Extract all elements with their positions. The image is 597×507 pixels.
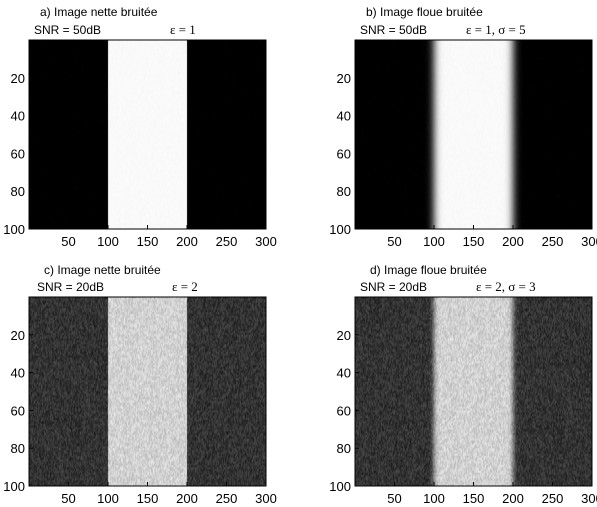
y-tick-label: 20	[11, 71, 25, 86]
snr-label: SNR = 50dB	[360, 23, 427, 37]
snr-label: SNR = 20dB	[360, 280, 427, 294]
x-tick-label: 50	[61, 234, 75, 249]
x-tick-label: 200	[502, 234, 524, 249]
y-tick-label: 80	[337, 184, 351, 199]
x-tick-label: 100	[97, 234, 119, 249]
x-tick-label: 300	[255, 234, 277, 249]
y-tick-label: 60	[337, 403, 351, 418]
parameter-label: ε = 2	[172, 279, 198, 294]
y-tick-label: 40	[337, 109, 351, 124]
panel-title: a) Image nette bruitée	[40, 5, 158, 19]
x-tick-label: 150	[137, 234, 159, 249]
image-heatmap	[355, 40, 592, 229]
panel-b: 50 100 150 200 250 300 20 40 60 80 100 b) Image flo…	[329, 5, 597, 249]
y-tick-label: 100	[3, 479, 25, 494]
y-tick-label: 60	[337, 146, 351, 161]
image-heatmap	[29, 297, 266, 486]
x-tick-label: 300	[581, 491, 597, 506]
panel-title: b) Image floue bruitée	[366, 5, 483, 19]
y-tick-label: 60	[11, 146, 25, 161]
panel-d: 50 100 150 200 250 300 20 40 60 80 100 d) Image flo…	[329, 263, 597, 506]
image-heatmap	[29, 40, 266, 229]
y-tick-label: 40	[337, 366, 351, 381]
panel-title: d) Image floue bruitée	[370, 263, 487, 277]
parameter-label: ε = 1	[170, 22, 196, 37]
snr-label: SNR = 20dB	[37, 280, 104, 294]
x-tick-label: 100	[97, 491, 119, 506]
x-tick-label: 250	[216, 234, 238, 249]
x-tick-label: 50	[61, 491, 75, 506]
snr-label: SNR = 50dB	[34, 23, 101, 37]
parameter-label: ε = 2, σ = 3	[476, 279, 536, 294]
panel-c: 50 100 150 200 250 300 20 40 60 80 100 c) Image net…	[3, 263, 277, 506]
x-tick-label: 300	[581, 234, 597, 249]
x-tick-label: 250	[216, 491, 238, 506]
y-tick-label: 20	[337, 71, 351, 86]
x-tick-label: 100	[423, 234, 445, 249]
y-tick-label: 40	[11, 366, 25, 381]
x-tick-label: 100	[423, 491, 445, 506]
panel-title: c) Image nette bruitée	[44, 263, 161, 277]
x-tick-label: 200	[502, 491, 524, 506]
image-heatmap	[355, 297, 592, 486]
y-tick-label: 80	[11, 184, 25, 199]
y-tick-label: 100	[329, 222, 351, 237]
y-tick-label: 20	[11, 328, 25, 343]
x-tick-label: 300	[255, 491, 277, 506]
y-tick-label: 80	[337, 441, 351, 456]
y-tick-label: 40	[11, 109, 25, 124]
y-tick-label: 100	[329, 479, 351, 494]
y-tick-label: 20	[337, 328, 351, 343]
y-tick-label: 100	[3, 222, 25, 237]
x-tick-label: 250	[542, 491, 564, 506]
x-tick-label: 150	[137, 491, 159, 506]
x-tick-label: 150	[463, 491, 485, 506]
y-tick-label: 60	[11, 403, 25, 418]
x-tick-label: 50	[387, 491, 401, 506]
y-tick-label: 80	[11, 441, 25, 456]
parameter-label: ε = 1, σ = 5	[466, 22, 526, 37]
x-tick-label: 200	[176, 234, 198, 249]
x-tick-label: 50	[387, 234, 401, 249]
x-tick-label: 150	[463, 234, 485, 249]
x-tick-label: 250	[542, 234, 564, 249]
x-tick-label: 200	[176, 491, 198, 506]
panel-a: 50 100 150 200 250 300 20 40 60 80 100 a) Image net…	[3, 5, 277, 249]
